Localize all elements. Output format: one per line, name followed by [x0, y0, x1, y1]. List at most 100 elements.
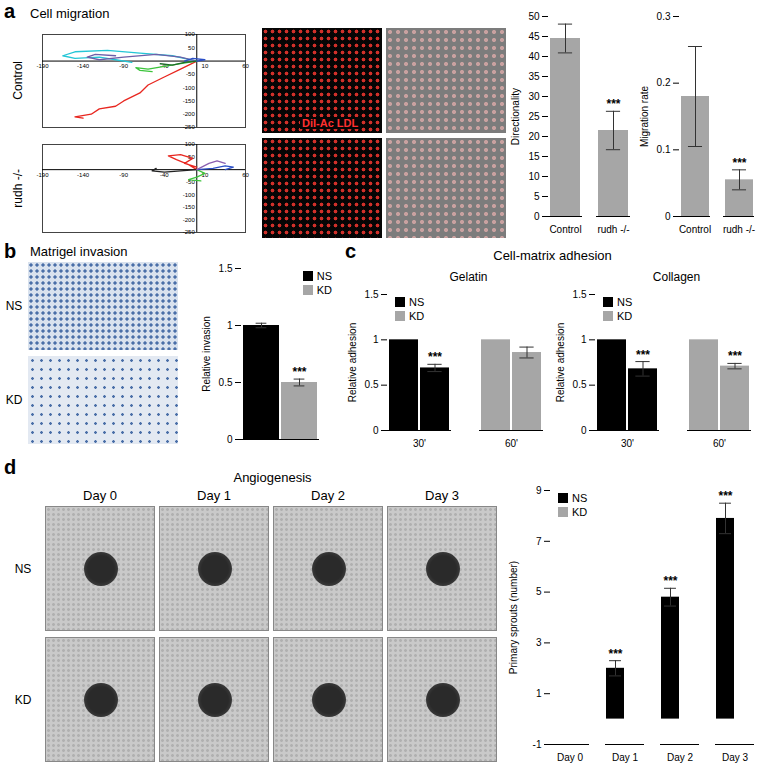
html-text:b: b	[4, 240, 17, 262]
svg-text:Control: Control	[679, 224, 711, 235]
html-text:Day 2: Day 2	[311, 488, 345, 503]
svg-text:0: 0	[665, 211, 671, 222]
svg-text:5: 5	[536, 586, 542, 597]
svg-text:0: 0	[373, 425, 379, 436]
svg-text:***: ***	[292, 365, 306, 379]
html-text:Collagen: Collagen	[652, 270, 701, 284]
html-text:Gelatin: Gelatin	[449, 270, 488, 284]
svg-text:-200: -200	[183, 111, 196, 117]
svg-text:-190: -190	[36, 172, 49, 178]
svg-text:-50: -50	[186, 71, 195, 77]
svg-text:30': 30'	[621, 438, 634, 449]
html-text:rudh -/-: rudh -/-	[11, 168, 25, 208]
html-text:Day 3: Day 3	[425, 488, 459, 503]
svg-text:-150: -150	[183, 98, 196, 104]
svg-text:***: ***	[428, 350, 442, 364]
html-text:NS: NS	[5, 299, 23, 313]
svg-text:3: 3	[536, 637, 542, 648]
svg-text:Relative adhesion: Relative adhesion	[555, 323, 566, 403]
svg-text:Day 3: Day 3	[722, 752, 749, 763]
svg-text:60: 60	[242, 63, 249, 69]
html-text:Control: Control	[11, 61, 25, 100]
svg-text:-140: -140	[77, 63, 90, 69]
svg-text:-150: -150	[183, 204, 196, 210]
svg-text:-200: -200	[183, 217, 196, 223]
svg-text:Day 0: Day 0	[557, 752, 584, 763]
svg-text:0.5: 0.5	[573, 379, 587, 390]
svg-text:-250: -250	[183, 229, 196, 235]
svg-text:0.5: 0.5	[365, 379, 379, 390]
svg-text:-100: -100	[183, 85, 196, 91]
svg-text:***: ***	[732, 156, 746, 170]
svg-text:50: 50	[528, 11, 540, 22]
svg-text:60': 60'	[713, 438, 726, 449]
svg-text:-190: -190	[36, 63, 49, 69]
svg-text:30: 30	[528, 91, 540, 102]
html-text:Day 0: Day 0	[83, 488, 117, 503]
svg-text:Primary sprouts (number): Primary sprouts (number)	[508, 561, 519, 674]
svg-text:1.5: 1.5	[573, 289, 587, 300]
svg-text:-1: -1	[533, 739, 542, 750]
svg-text:100: 100	[185, 141, 196, 147]
svg-text:1: 1	[373, 334, 379, 345]
svg-text:15: 15	[528, 151, 540, 162]
svg-text:1: 1	[536, 688, 542, 699]
svg-text:Relative invasion: Relative invasion	[201, 316, 212, 392]
svg-text:0.2: 0.2	[657, 77, 671, 88]
html-text:KD: KD	[14, 692, 32, 707]
svg-text:Control: Control	[549, 224, 581, 235]
svg-text:7: 7	[536, 536, 542, 547]
html-text:a: a	[4, 0, 16, 22]
svg-text:45: 45	[528, 31, 540, 42]
svg-text:rudh -/-: rudh -/-	[723, 224, 755, 235]
svg-text:Day 1: Day 1	[612, 752, 639, 763]
svg-text:-90: -90	[119, 63, 128, 69]
svg-text:-250: -250	[183, 124, 196, 130]
svg-text:***: ***	[718, 489, 732, 503]
svg-text:***: ***	[606, 97, 620, 111]
svg-text:35: 35	[528, 71, 540, 82]
svg-text:-100: -100	[183, 192, 196, 198]
svg-text:-90: -90	[119, 172, 128, 178]
html-text:Angiogenesis: Angiogenesis	[233, 470, 312, 485]
svg-text:0.5: 0.5	[219, 377, 233, 388]
html-text:KD: KD	[5, 393, 23, 407]
svg-text:***: ***	[663, 574, 677, 588]
svg-text:0: 0	[581, 425, 587, 436]
svg-text:***: ***	[728, 349, 742, 363]
html-text:NS: NS	[14, 561, 32, 576]
svg-text:***: ***	[608, 647, 622, 661]
svg-text:40: 40	[528, 51, 540, 62]
svg-text:Directionality: Directionality	[510, 88, 521, 145]
svg-text:1.5: 1.5	[365, 289, 379, 300]
svg-text:-140: -140	[77, 172, 90, 178]
svg-text:5: 5	[534, 191, 540, 202]
svg-text:0: 0	[227, 434, 233, 445]
svg-text:60: 60	[242, 172, 249, 178]
svg-text:Relative adhesion: Relative adhesion	[347, 323, 358, 403]
html-text:d: d	[4, 456, 17, 478]
svg-text:20: 20	[528, 131, 540, 142]
svg-text:50: 50	[188, 45, 195, 51]
svg-text:9: 9	[536, 485, 542, 496]
svg-text:0.1: 0.1	[657, 144, 671, 155]
svg-text:0.3: 0.3	[657, 11, 671, 22]
html-text:Cell migration: Cell migration	[30, 6, 110, 21]
svg-text:rudh -/-: rudh -/-	[597, 224, 629, 235]
svg-text:10: 10	[202, 63, 209, 69]
html-text:Matrigel invasion: Matrigel invasion	[30, 244, 128, 259]
svg-text:Migration rate: Migration rate	[639, 85, 650, 147]
svg-text:60': 60'	[505, 438, 518, 449]
html-text:Cell-matrix adhesion: Cell-matrix adhesion	[493, 248, 612, 263]
svg-text:30': 30'	[413, 438, 426, 449]
html-text:Day 1: Day 1	[197, 488, 231, 503]
svg-text:10: 10	[528, 171, 540, 182]
svg-text:1: 1	[227, 320, 233, 331]
svg-text:1: 1	[581, 334, 587, 345]
svg-text:Day 2: Day 2	[667, 752, 694, 763]
svg-text:***: ***	[636, 348, 650, 362]
svg-text:25: 25	[528, 111, 540, 122]
svg-text:1.5: 1.5	[219, 263, 233, 274]
svg-text:0: 0	[534, 211, 540, 222]
svg-text:100: 100	[185, 31, 196, 37]
